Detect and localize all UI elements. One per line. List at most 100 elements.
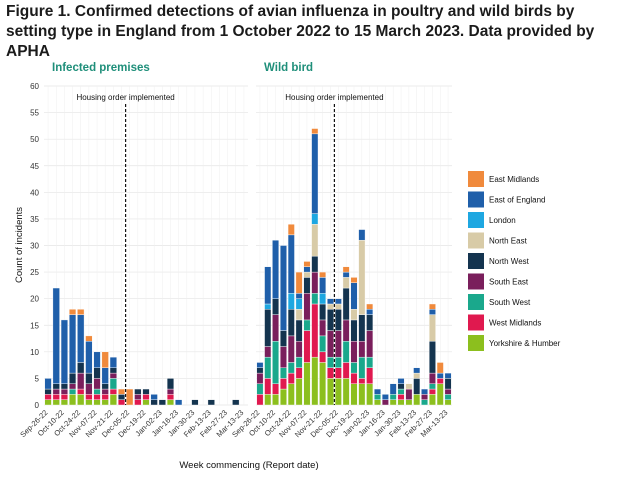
bar-segment (166, 399, 175, 406)
bar-segment (101, 394, 109, 400)
bar-segment (60, 394, 68, 400)
bar-segment (303, 266, 311, 273)
bar-segment (389, 383, 397, 395)
bar-segment (69, 314, 77, 374)
bar-segment (85, 341, 93, 374)
bar-segment (444, 378, 452, 390)
bar-segment (428, 372, 436, 384)
bar-segment (101, 399, 109, 406)
bar-segment (256, 383, 264, 395)
bar-segment (158, 399, 166, 406)
bar-segment (93, 367, 101, 379)
bar-segment (85, 335, 93, 342)
bar-segment (93, 351, 101, 368)
bar-segment (444, 399, 452, 406)
bar-segment (428, 303, 436, 310)
panel-title: Infected premises (52, 62, 150, 74)
bar-segment (280, 378, 287, 390)
bar-segment (295, 298, 303, 310)
bar-segment (256, 367, 264, 374)
bar-segment (69, 309, 77, 315)
bar-segment (101, 383, 109, 390)
legend-swatch (468, 273, 484, 290)
bar-segment (272, 239, 280, 299)
housing-order-annotation: Housing order implemented (76, 93, 174, 102)
bar-segment (44, 378, 52, 390)
bar-segment (52, 399, 60, 406)
bar-segment (287, 309, 295, 337)
bar-segment (342, 287, 350, 321)
bar-segment (334, 367, 342, 379)
bar-segment (109, 372, 117, 379)
legend-swatch (468, 171, 484, 187)
bar-segment (327, 309, 334, 331)
bar-segment (366, 383, 374, 406)
bar-segment (444, 394, 452, 400)
bar-segment (303, 293, 311, 321)
bar-segment (327, 303, 334, 310)
bar-segment (319, 277, 327, 294)
bar-segment (280, 346, 287, 368)
bar-segment (358, 239, 366, 315)
bar-segment (311, 224, 319, 257)
bar-segment (52, 287, 60, 384)
legend-label: Yorkshire & Humber (489, 339, 561, 348)
bar-segment (334, 298, 342, 305)
bar-segment (69, 383, 77, 390)
bar-segment (350, 362, 358, 374)
bar-segment (319, 319, 327, 337)
bar-segment (421, 388, 428, 395)
bar-segment (93, 378, 101, 390)
bar-segment (101, 351, 109, 368)
bar-segment (60, 383, 68, 390)
y-tick-label: 50 (30, 135, 39, 144)
bar-segment (366, 330, 374, 358)
bar-segment (287, 293, 295, 310)
bar-segment (93, 399, 101, 406)
bar-segment (264, 378, 272, 395)
bar-segment (389, 399, 397, 406)
bar-segment (358, 314, 366, 342)
legend-label: North West (489, 257, 530, 266)
bar-segment (264, 309, 272, 347)
bar-segment (175, 399, 183, 406)
bar-segment (327, 356, 334, 368)
legend-swatch (468, 232, 484, 249)
bar-segment (374, 388, 381, 395)
figure-title: Figure 1. Confirmed detections of avian … (6, 3, 595, 60)
bar-segment (85, 372, 93, 384)
bar-segment (280, 388, 287, 406)
bar-segment (69, 372, 77, 384)
bar-segment (77, 372, 85, 390)
legend-swatch (468, 212, 484, 228)
bar-segment (52, 388, 60, 395)
bar-segment (150, 399, 158, 406)
bar-segment (264, 266, 272, 305)
bar-segment (93, 394, 101, 400)
y-tick-label: 20 (30, 295, 39, 304)
bar-segment (77, 394, 85, 406)
bar-segment (126, 388, 134, 406)
bar-segment (142, 388, 150, 395)
bar-segment (342, 271, 350, 278)
bar-segment (134, 399, 142, 406)
bar-segment (413, 394, 421, 406)
bar-segment (358, 229, 366, 241)
bar-segment (52, 383, 60, 390)
bar-segment (342, 362, 350, 379)
bar-segment (358, 341, 366, 358)
bar-segment (350, 319, 358, 342)
bar-segment (134, 394, 142, 400)
bar-segment (319, 362, 327, 406)
y-tick-label: 45 (30, 162, 39, 171)
bar-segment (366, 367, 374, 384)
bar-segment (421, 394, 428, 400)
bar-segment (69, 394, 77, 406)
bar-segment (272, 314, 280, 342)
bar-segment (405, 399, 413, 406)
legend-label: West Midlands (489, 319, 541, 328)
bar-segment (85, 394, 93, 400)
bar-segment (303, 330, 311, 363)
bar-segment (397, 399, 405, 406)
bar-segment (69, 388, 77, 395)
